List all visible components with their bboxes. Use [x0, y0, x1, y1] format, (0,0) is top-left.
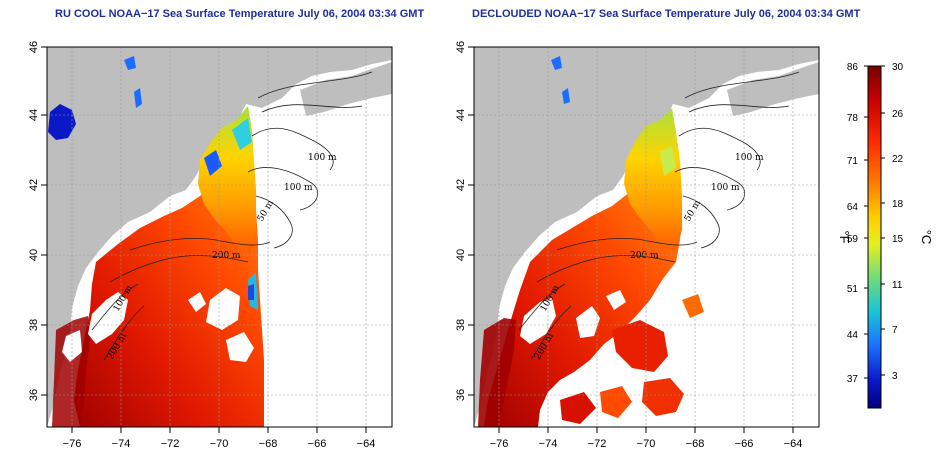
celsius-tick: 30	[892, 62, 904, 73]
fahrenheit-tick: 86	[847, 62, 859, 73]
right-panel-title: DECLOUDED NOAA−17 Sea Surface Temperatur…	[472, 8, 861, 20]
celsius-tick: 3	[892, 371, 898, 382]
x-tick-label: −66	[308, 438, 327, 450]
temperature-colorbar: 86 78 71 64 59 51 44 37 30 26 22 18 15 1…	[837, 62, 934, 409]
y-tick-label: 42	[28, 179, 40, 191]
x-tick-label: −70	[637, 438, 656, 450]
bathymetry-contours	[91, 71, 373, 361]
y-tick-label: 46	[455, 41, 467, 53]
x-tick-label: −64	[357, 438, 376, 450]
y-tick-label: 40	[455, 249, 467, 261]
y-tick-label: 36	[28, 389, 40, 401]
x-tick-label: −74	[539, 438, 558, 450]
celsius-axis-label: °C	[919, 230, 934, 245]
y-tick-label: 38	[28, 319, 40, 331]
x-tick-label: −68	[686, 438, 705, 450]
bathymetry-contours	[518, 71, 800, 361]
contour-label: 200 m	[630, 251, 659, 261]
fahrenheit-tick: 44	[847, 330, 859, 341]
thermal-front	[624, 108, 682, 252]
celsius-tick: 7	[892, 325, 898, 336]
grid-lines	[474, 47, 819, 427]
x-tick-label: −76	[490, 438, 509, 450]
celsius-tick: 26	[892, 109, 904, 120]
contour-label: 100 m	[284, 183, 313, 193]
y-tick-label: 46	[28, 41, 40, 53]
y-tick-label: 36	[455, 389, 467, 401]
fahrenheit-tick: 59	[847, 234, 859, 245]
celsius-tick: 15	[892, 234, 904, 245]
x-tick-label: −72	[161, 438, 180, 450]
colorbar-gradient	[867, 65, 882, 409]
y-tick-label: 40	[28, 249, 40, 261]
land-mass	[47, 47, 392, 427]
x-tick-label: −64	[784, 438, 803, 450]
warm-sst-region	[484, 184, 680, 427]
contour-label: 200 m	[212, 251, 241, 261]
fahrenheit-tick: 64	[847, 202, 859, 213]
x-tick-label: −72	[588, 438, 607, 450]
y-tick-label: 42	[455, 179, 467, 191]
celsius-tick: 22	[892, 154, 904, 165]
y-tick-label: 44	[28, 109, 40, 121]
grid-lines	[47, 47, 392, 427]
y-tick-label: 44	[455, 109, 467, 121]
fahrenheit-tick: 37	[847, 374, 859, 385]
x-tick-label: −76	[63, 438, 82, 450]
celsius-tick: 18	[892, 199, 904, 210]
contour-label: 100 m	[735, 153, 764, 163]
y-tick-label: 38	[455, 319, 467, 331]
x-tick-label: −70	[210, 438, 229, 450]
fahrenheit-tick: 78	[847, 113, 859, 124]
left-map-panel: 100 m 100 m 50 m 200 m 100 m 200 m	[28, 41, 393, 450]
land-mass	[474, 47, 819, 427]
fahrenheit-tick: 51	[847, 284, 859, 295]
x-tick-label: −66	[735, 438, 754, 450]
fahrenheit-tick: 71	[847, 156, 859, 167]
x-tick-label: −74	[112, 438, 131, 450]
contour-label: 100 m	[308, 153, 337, 163]
left-panel-title: RU COOL NOAA−17 Sea Surface Temperature …	[55, 8, 425, 20]
cloud-patches	[520, 290, 626, 344]
cloud-patches	[62, 288, 254, 362]
warm-sst-region	[74, 176, 264, 427]
contour-label: 100 m	[711, 183, 740, 193]
celsius-tick: 11	[892, 280, 903, 291]
x-tick-label: −68	[259, 438, 278, 450]
fahrenheit-axis-label: °F	[837, 230, 852, 243]
right-map-panel: 100 m 100 m 50 m 200 m 100 m 200 m	[455, 41, 820, 450]
